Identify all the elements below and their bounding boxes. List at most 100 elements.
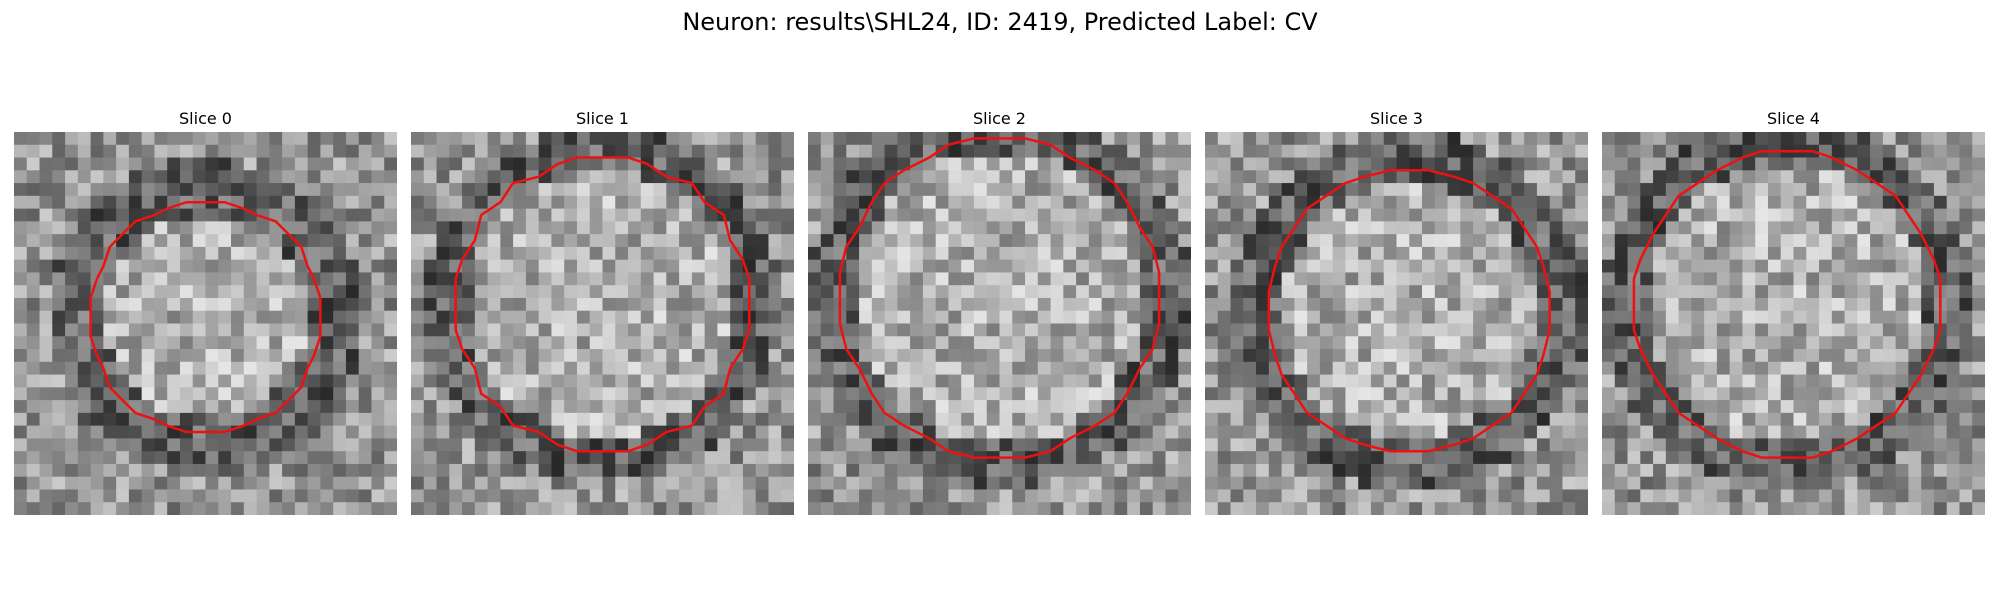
- image-pixel: [1370, 246, 1385, 261]
- image-pixel: [513, 412, 527, 427]
- image-pixel: [1281, 489, 1295, 503]
- image-pixel: [615, 195, 629, 210]
- image-pixel: [922, 259, 937, 274]
- image-pixel: [462, 412, 476, 427]
- image-pixel: [1882, 208, 1897, 222]
- image-pixel: [1640, 208, 1654, 222]
- image-pixel: [1691, 412, 1705, 427]
- slice-title: Slice 2: [973, 109, 1026, 128]
- image-pixel: [1959, 387, 1973, 401]
- image-pixel: [1704, 132, 1718, 146]
- image-pixel: [1857, 336, 1871, 350]
- image-pixel: [1870, 144, 1884, 159]
- image-pixel: [487, 170, 501, 184]
- image-pixel: [820, 438, 835, 452]
- image-pixel: [1101, 144, 1115, 159]
- image-pixel: [256, 323, 270, 337]
- image-pixel: [1152, 195, 1167, 210]
- image-pixel: [1933, 170, 1948, 184]
- image-pixel: [1319, 438, 1334, 452]
- image-pixel: [1243, 451, 1257, 465]
- image-pixel: [897, 374, 911, 388]
- image-pixel: [986, 438, 1001, 452]
- image-pixel: [307, 310, 321, 325]
- image-pixel: [615, 387, 629, 401]
- image-pixel: [1793, 476, 1807, 491]
- image-pixel: [768, 183, 782, 197]
- image-pixel: [1332, 451, 1347, 465]
- image-pixel: [602, 234, 616, 248]
- image-pixel: [1946, 489, 1961, 503]
- image-pixel: [538, 349, 553, 363]
- image-pixel: [1088, 361, 1103, 376]
- image-pixel: [1575, 234, 1588, 248]
- image-pixel: [449, 144, 463, 159]
- image-pixel: [730, 132, 744, 146]
- image-pixel: [1882, 374, 1897, 388]
- image-pixel: [1755, 361, 1769, 376]
- image-pixel: [179, 259, 194, 274]
- image-pixel: [65, 132, 79, 146]
- image-pixel: [1716, 400, 1731, 414]
- image-pixel: [730, 208, 744, 222]
- image-pixel: [1627, 221, 1641, 235]
- image-pixel: [1319, 246, 1334, 261]
- image-pixel: [39, 221, 53, 235]
- image-pixel: [1370, 132, 1385, 146]
- image-pixel: [628, 425, 642, 439]
- image-pixel: [1806, 387, 1820, 401]
- image-pixel: [1602, 259, 1616, 274]
- image-pixel: [576, 476, 591, 491]
- image-pixel: [922, 208, 937, 222]
- image-pixel: [1678, 144, 1692, 159]
- image-pixel: [90, 132, 104, 146]
- image-pixel: [922, 489, 937, 503]
- image-pixel: [474, 170, 489, 184]
- image-pixel: [1653, 310, 1667, 325]
- image-pixel: [1524, 170, 1538, 184]
- image-pixel: [1294, 412, 1308, 427]
- image-pixel: [1511, 349, 1525, 363]
- image-pixel: [640, 221, 655, 235]
- image-pixel: [576, 272, 591, 286]
- image-pixel: [1498, 183, 1512, 197]
- image-pixel: [922, 310, 937, 325]
- image-pixel: [154, 349, 168, 363]
- image-pixel: [449, 132, 463, 146]
- image-pixel: [1536, 157, 1551, 171]
- image-pixel: [1627, 349, 1641, 363]
- image-pixel: [1536, 310, 1551, 325]
- image-pixel: [1665, 221, 1680, 235]
- image-pixel: [39, 170, 53, 184]
- image-pixel: [77, 463, 92, 478]
- image-pixel: [691, 297, 706, 312]
- image-pixel: [231, 285, 245, 299]
- image-pixel: [1755, 502, 1769, 515]
- image-pixel: [1857, 144, 1871, 159]
- image-pixel: [1946, 132, 1961, 146]
- image-pixel: [1716, 361, 1731, 376]
- image-pixel: [1485, 361, 1500, 376]
- image-pixel: [1793, 297, 1807, 312]
- image-pixel: [243, 310, 258, 325]
- image-pixel: [141, 463, 156, 478]
- image-pixel: [1806, 323, 1820, 337]
- image-pixel: [1972, 451, 1985, 465]
- image-pixel: [1037, 259, 1052, 274]
- image-pixel: [65, 463, 79, 478]
- image-pixel: [704, 246, 718, 261]
- image-pixel: [884, 374, 898, 388]
- image-pixel: [333, 387, 347, 401]
- image-pixel: [1268, 157, 1283, 171]
- image-pixel: [423, 489, 438, 503]
- image-pixel: [1562, 361, 1576, 376]
- image-pixel: [1972, 336, 1985, 350]
- image-pixel: [1716, 476, 1731, 491]
- image-pixel: [1037, 246, 1052, 261]
- image-pixel: [1230, 285, 1244, 299]
- image-pixel: [320, 336, 334, 350]
- image-pixel: [1050, 387, 1064, 401]
- image-pixel: [525, 412, 540, 427]
- image-pixel: [1256, 297, 1270, 312]
- image-pixel: [973, 195, 988, 210]
